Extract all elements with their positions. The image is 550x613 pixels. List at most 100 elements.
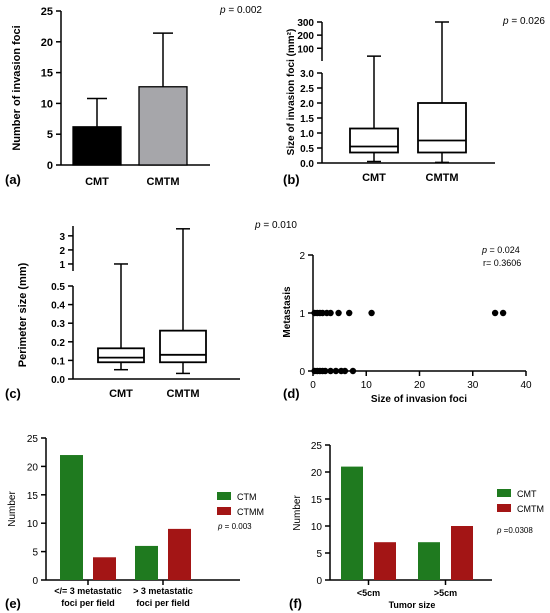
y-tick-label: 100 (297, 44, 314, 55)
x-tick-label: 10 (361, 380, 373, 391)
y-tick-label: 5 (32, 548, 38, 559)
y-tick-label: 15 (41, 68, 53, 80)
bar-ctm (135, 545, 158, 580)
legend-label: CTMM (237, 507, 264, 517)
legend-swatch (217, 507, 231, 515)
p-value: =0.0308 (501, 526, 533, 535)
x-tick-label: CMTM (426, 172, 459, 184)
y-tick-label: 5 (47, 129, 53, 141)
p-symbol: p (217, 522, 223, 531)
bar-cmt (341, 466, 363, 580)
x-tick-label: 40 (520, 380, 532, 391)
y-tick-label: 25 (311, 441, 323, 452)
y-tick-label: 0.0 (51, 375, 65, 386)
y-tick-label: 0 (316, 576, 322, 587)
panel-label: (b) (283, 172, 300, 187)
legend-label: CTM (237, 492, 257, 502)
bar-cmtm (451, 526, 473, 580)
y-tick-label: 3 (59, 232, 65, 243)
y-tick-label: 20 (311, 468, 323, 479)
bar-cmt (418, 542, 440, 580)
x-tick-label: foci per field (61, 598, 115, 608)
y-tick-label: 2.5 (300, 84, 314, 95)
legend-swatch (497, 489, 511, 497)
p-symbol: p (219, 5, 226, 16)
data-point (499, 309, 507, 317)
data-point (335, 309, 342, 317)
y-axis-label: Metastasis (282, 286, 293, 338)
p-value-text: p = 0.010 (254, 220, 297, 231)
data-point (368, 309, 375, 317)
x-tick-label: 0 (310, 380, 316, 391)
legend-label: CMTM (517, 504, 544, 514)
bar-cmtm (374, 542, 396, 580)
x-axis-label: Size of invasion foci (371, 394, 467, 405)
y-axis-label: Size of invasion foci (mm²) (286, 29, 297, 156)
y-tick-label: 15 (27, 491, 39, 502)
bar-ctmm (93, 557, 116, 580)
x-tick-label: CMTM (167, 388, 200, 400)
p-value-text: p = 0.002 (219, 5, 262, 16)
y-tick-label: 5 (316, 549, 322, 560)
y-axis-label: Number (292, 495, 303, 531)
y-tick-label: 0.3 (51, 319, 65, 330)
bar-ctmm (168, 528, 191, 580)
y-tick-label: 10 (27, 519, 39, 530)
y-tick-label: 15 (311, 495, 323, 506)
data-point (346, 309, 353, 317)
p-symbol: p (254, 220, 261, 231)
panel-label: (f) (289, 596, 302, 611)
y-tick-label: 10 (311, 522, 323, 533)
y-tick-label: 1 (59, 260, 65, 271)
legend-label: CMT (517, 489, 537, 499)
panel-label: (c) (5, 386, 21, 401)
bar-cmtm (138, 86, 188, 166)
p-value: = 0.003 (222, 522, 252, 531)
y-tick-label: 1 (299, 309, 305, 320)
p-value-text: p =0.0308 (496, 526, 533, 535)
y-tick-label: 0 (32, 576, 38, 587)
box-cmt (349, 127, 399, 154)
y-tick-label: 0 (47, 160, 53, 172)
data-point (491, 309, 499, 317)
y-tick-label: 1.5 (300, 114, 314, 125)
y-tick-label: 0.0 (300, 159, 314, 170)
p-value-text: p = 0.003 (217, 522, 252, 531)
y-tick-label: 0.1 (51, 356, 65, 367)
y-tick-label: 0.5 (300, 144, 314, 155)
legend-swatch (217, 492, 231, 500)
p-value-text: p = 0.024 (481, 245, 520, 255)
p-symbol: p (481, 245, 487, 255)
y-tick-label: 2 (299, 251, 305, 262)
y-tick-label: 10 (41, 98, 53, 110)
p-value: = 0.010 (261, 220, 298, 231)
data-point (341, 367, 349, 375)
x-tick-label: > 3 metastatic (133, 586, 193, 596)
y-tick-label: 0 (299, 367, 305, 378)
y-tick-label: 0.4 (51, 301, 65, 312)
r-value-text: r= 0.3606 (483, 258, 521, 268)
y-tick-label: 25 (41, 6, 53, 18)
data-point (349, 367, 357, 375)
y-tick-label: 25 (27, 434, 39, 445)
x-tick-label: 30 (467, 380, 479, 391)
p-symbol: p (496, 526, 502, 535)
legend-swatch (497, 504, 511, 512)
bar-ctm (60, 455, 83, 580)
x-tick-label: CMT (109, 388, 133, 400)
p-value-text: p = 0.026 (502, 16, 545, 27)
panel-label: (a) (5, 172, 21, 187)
x-tick-label: CMT (85, 176, 109, 188)
x-tick-label: >5cm (434, 588, 457, 598)
data-point (327, 367, 334, 375)
data-point (322, 367, 329, 375)
x-tick-label: </= 3 metastatic (54, 586, 122, 596)
x-tick-label: 20 (414, 380, 426, 391)
x-tick-label: CMTM (147, 176, 180, 188)
p-value: = 0.026 (509, 16, 546, 27)
x-axis-label: Tumor size (389, 600, 436, 610)
p-value: = 0.024 (487, 245, 520, 255)
y-tick-label: 200 (297, 31, 314, 42)
y-tick-label: 3.0 (300, 69, 314, 80)
